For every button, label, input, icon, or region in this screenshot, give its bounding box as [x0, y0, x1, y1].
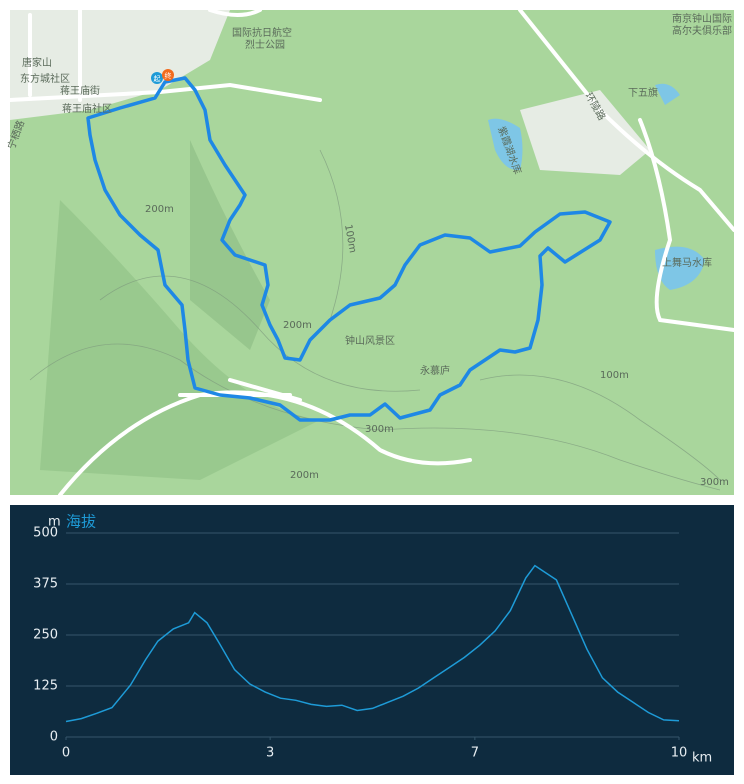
street-label: 蒋王庙街 — [60, 84, 100, 97]
x-tick-label: 7 — [471, 746, 479, 761]
y-tick-label: 0 — [50, 730, 58, 745]
place-label: 国际抗日航空 — [232, 26, 292, 39]
contour-label: 200m — [145, 204, 174, 215]
map: 起 终 唐家山 东方城社区 蒋王庙街 蒋王庙社区 国际抗日航空 烈士公园 南京钟… — [5, 8, 736, 497]
x-tick-label: 3 — [266, 746, 274, 761]
route — [86, 76, 612, 422]
x-unit: km — [692, 751, 712, 766]
place-label: 南京钟山国际 — [672, 12, 732, 25]
lake — [488, 118, 523, 171]
road — [28, 8, 262, 102]
elevation-chart: m 海拔 km 0 125 250 375 500 0 3 7 10 — [10, 505, 734, 775]
chart-bg — [10, 505, 734, 775]
place-label: 东方城社区 — [20, 72, 70, 85]
end-marker — [162, 69, 174, 81]
x-tick-label: 0 — [62, 746, 70, 761]
end-label: 终 — [165, 71, 172, 80]
x-tick-label: 10 — [671, 746, 688, 761]
place-label: 下五旗 — [628, 86, 658, 99]
y-unit: m — [48, 515, 61, 530]
contour-label: 100m — [600, 370, 629, 381]
contour — [319, 149, 721, 481]
start-label: 起 — [154, 75, 161, 83]
contour-label: 200m — [283, 320, 312, 331]
urban-area — [520, 90, 650, 175]
contour-label: 100m — [342, 224, 358, 254]
place-label: 永慕庐 — [420, 364, 450, 377]
y-tick-label: 125 — [33, 679, 58, 694]
y-tick-label: 500 — [33, 526, 58, 541]
y-tick-label: 250 — [33, 628, 58, 643]
legend-label: 海拔 — [66, 513, 96, 531]
contour-label: 300m — [365, 424, 394, 435]
place-label: 蒋王庙社区 — [62, 102, 112, 115]
start-marker — [151, 72, 163, 84]
place-label: 高尔夫俱乐部 — [672, 24, 732, 37]
elevation-line — [65, 564, 680, 723]
contour — [99, 275, 421, 392]
place-label: 上舞马水库 — [662, 256, 712, 269]
lake — [655, 83, 680, 105]
road — [518, 8, 736, 232]
hill-shade — [40, 200, 320, 480]
urban-area — [10, 10, 230, 120]
hill-shade — [190, 140, 270, 350]
place-label: 烈士公园 — [245, 38, 285, 51]
contour-label: 300m — [700, 477, 729, 488]
road — [638, 118, 736, 332]
place-label: 钟山风景区 — [345, 334, 395, 347]
contour — [29, 343, 721, 491]
contour-label: 200m — [290, 470, 319, 481]
y-tick-label: 375 — [33, 577, 58, 592]
place-label: 唐家山 — [22, 56, 52, 69]
lake — [655, 246, 705, 290]
